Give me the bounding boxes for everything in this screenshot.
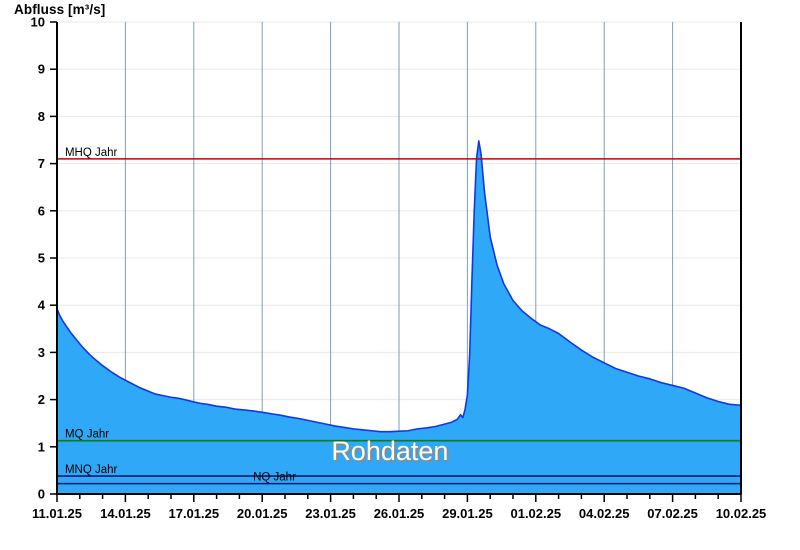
y-tick-label: 2 [38,392,45,407]
y-tick-label: 3 [38,345,45,360]
x-tick-label: 23.01.25 [305,506,356,521]
reference-label-mhq-jahr: MHQ Jahr [65,147,118,159]
x-tick-label: 01.02.25 [510,506,561,521]
y-tick-label: 9 [38,62,45,77]
x-tick-label: 26.01.25 [374,506,425,521]
x-tick-label: 20.01.25 [237,506,288,521]
series-group [57,140,741,494]
page-title: Abfluss [m³/s] [14,2,106,17]
y-tick-label: 6 [38,203,45,218]
x-tick-label: 10.02.25 [716,506,767,521]
discharge-area-fill [57,140,741,494]
y-tick-label: 0 [38,487,45,502]
y-tick-label: 4 [38,298,46,313]
y-tick-label: 7 [38,156,45,171]
reference-label-mnq-jahr: MNQ Jahr [65,464,118,476]
watermark-label: Rohdaten [331,436,448,466]
reference-lines-group [57,158,741,485]
x-tick-label: 11.01.25 [32,506,82,521]
y-axis-tick-labels: 0 1 2 3 4 5 6 7 8 9 10 [31,15,46,502]
y-axis-ticks [50,21,57,495]
y-tick-label: 5 [38,251,45,266]
x-axis-tick-labels: 11.01.25 14.01.25 17.01.25 20.01.25 23.01.25… [32,506,766,521]
x-tick-label: 29.01.25 [442,506,493,521]
watermark-shadow: Rohdaten [333,438,450,468]
reference-line-labels-group: MHQ Jahr MQ Jahr MNQ Jahr NQ Jahr [65,147,296,484]
reference-label-mq-jahr: MQ Jahr [65,429,109,441]
x-tick-label: 07.02.25 [647,506,698,521]
x-axis-ticks [56,494,742,502]
x-tick-label: 17.01.25 [168,506,219,521]
y-tick-label: 10 [31,15,45,30]
x-tick-label: 04.02.25 [579,506,630,521]
discharge-line [57,140,741,433]
reference-label-nq-jahr: NQ Jahr [253,472,296,484]
y-tick-label: 8 [38,109,45,124]
x-tick-label: 14.01.25 [100,506,151,521]
y-tick-label: 1 [38,439,45,454]
